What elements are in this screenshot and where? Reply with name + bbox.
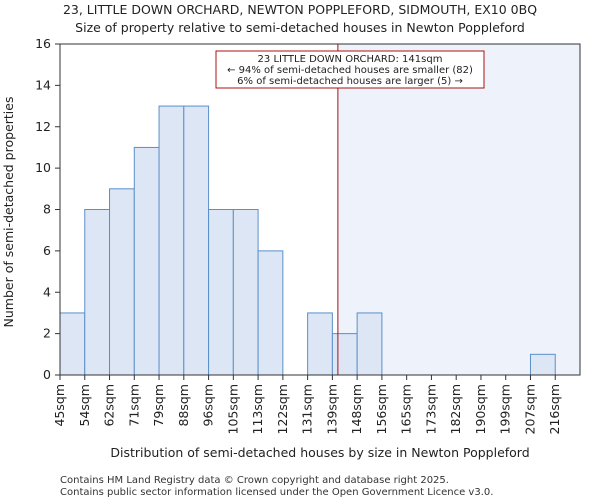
bar-113sqm [257,250,284,376]
annotation-line-3: 6% of semi-detached houses are larger (5… [237,76,463,87]
y-ticks: 0 2 4 6 8 10 12 14 16 [35,36,60,382]
bars-layer [59,105,556,376]
x-tick-label-105sqm: 105sqm [225,384,240,434]
x-tick-label-79sqm: 79sqm [151,384,166,427]
x-tick-label-45sqm: 45sqm [52,384,67,427]
footer-line-2: Contains public sector information licen… [60,487,493,498]
y-tick-label-8: 8 [43,202,51,217]
chart-title: 23, LITTLE DOWN ORCHARD, NEWTON POPPLEFO… [63,2,537,17]
bar-96sqm [208,209,234,376]
x-tick-label-131sqm: 131sqm [300,384,315,434]
x-tick-label-88sqm: 88sqm [176,384,191,427]
x-tick-label-182sqm: 182sqm [448,384,463,434]
y-tick-label-10: 10 [35,160,51,175]
bar-207sqm [529,353,556,376]
x-tick-label-173sqm: 173sqm [423,384,438,434]
x-tick-label-216sqm: 216sqm [547,384,562,434]
bar-71sqm [133,146,160,376]
x-tick-label-139sqm: 139sqm [324,384,339,434]
chart-subtitle: Size of property relative to semi-detach… [75,20,525,35]
bar-45sqm [59,312,86,376]
bar-62sqm [109,188,135,376]
y-tick-label-12: 12 [35,119,51,134]
bar-131sqm [307,312,333,376]
x-tick-label-122sqm: 122sqm [275,384,290,434]
annotation-line-2: ← 94% of semi-detached houses are smalle… [227,65,473,76]
x-tick-label-113sqm: 113sqm [250,384,265,434]
x-tick-label-96sqm: 96sqm [201,384,216,427]
x-tick-label-199sqm: 199sqm [498,384,513,434]
x-tick-label-156sqm: 156sqm [374,384,389,434]
y-tick-label-0: 0 [43,367,51,382]
x-tick-label-54sqm: 54sqm [77,384,92,427]
x-tick-label-71sqm: 71sqm [126,384,141,427]
bar-148sqm [356,312,383,376]
x-tick-label-165sqm: 165sqm [399,384,414,434]
y-tick-label-2: 2 [43,326,51,341]
annotation: 23 LITTLE DOWN ORCHARD: 141sqm ← 94% of … [215,50,485,89]
x-tick-label-62sqm: 62sqm [102,384,117,427]
x-tick-label-148sqm: 148sqm [349,384,364,434]
footer-line-1: Contains HM Land Registry data © Crown c… [60,475,449,486]
y-axis-label: Number of semi-detached properties [1,97,16,328]
bar-88sqm [183,105,210,376]
x-ticks: 45sqm 54sqm 62sqm 71sqm 79sqm 88sqm 96sqm 105sq… [52,375,562,434]
bar-79sqm [158,105,185,376]
annotation-line-1: 23 LITTLE DOWN ORCHARD: 141sqm [258,54,443,65]
bar-54sqm [84,209,111,376]
y-tick-label-16: 16 [35,36,51,51]
x-tick-label-190sqm: 190sqm [473,384,488,434]
y-tick-label-4: 4 [43,284,51,299]
x-axis-label: Distribution of semi-detached houses by … [110,445,529,460]
bar-105sqm [232,209,259,376]
x-tick-label-207sqm: 207sqm [522,384,537,434]
bar-139sqm [331,333,358,376]
y-tick-label-6: 6 [43,243,51,258]
annotation-box [215,50,485,89]
y-tick-label-14: 14 [35,77,51,92]
